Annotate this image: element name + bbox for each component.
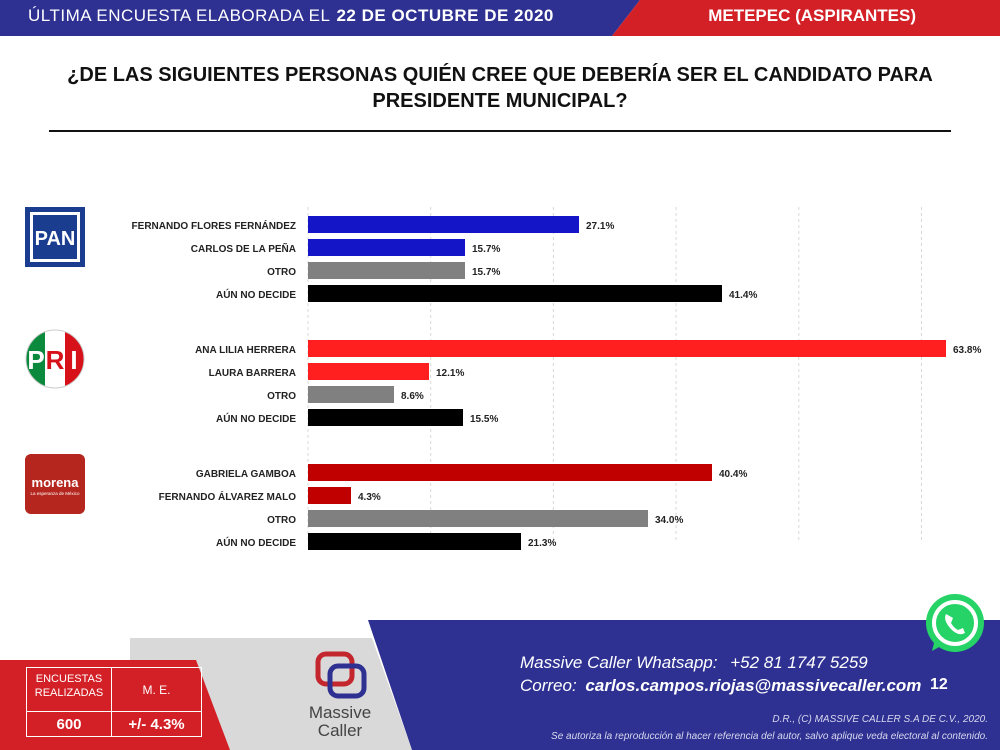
category-label: AÚN NO DECIDE (216, 536, 296, 549)
category-label: OTRO (267, 515, 296, 526)
bar (308, 285, 722, 302)
value-label: 8.6% (401, 391, 424, 402)
morena-logo-subtext: La esperanza de México (30, 491, 80, 496)
bar (308, 510, 648, 527)
me-label: M. E. (142, 683, 171, 697)
pan-logo-text: PAN (35, 228, 76, 250)
copyright: D.R., (C) MASSIVE CALLER S.A DE C.V., 20… (772, 714, 988, 725)
brand-line-1: Massive (309, 703, 371, 722)
value-label: 4.3% (358, 492, 381, 503)
title-divider (49, 130, 951, 132)
stats-divider-horizontal (27, 711, 201, 712)
surveys-value: 600 (56, 716, 82, 733)
category-label: AÚN NO DECIDE (216, 412, 296, 425)
bar (308, 409, 463, 426)
pri-logo-i: I (70, 345, 77, 375)
bar (308, 487, 351, 504)
value-label: 12.1% (436, 368, 464, 379)
value-label: 15.5% (470, 414, 498, 425)
bar (308, 340, 946, 357)
bar (308, 262, 465, 279)
reproduction-notice: Se autoriza la reproducción al hacer ref… (551, 731, 988, 742)
survey-date: 22 DE OCTUBRE DE 2020 (336, 6, 554, 25)
bar (308, 239, 465, 256)
location-label: METEPEC (ASPIRANTES) (708, 6, 916, 25)
brand-line-2: Caller (318, 721, 363, 740)
email-line: Correo: carlos.campos.riojas@massivecall… (520, 676, 921, 696)
value-label: 21.3% (528, 538, 556, 549)
value-label: 15.7% (472, 267, 500, 278)
email-address[interactable]: carlos.campos.riojas@massivecaller.com (585, 676, 922, 695)
header-bar: ÚLTIMA ENCUESTA ELABORADA EL 22 DE OCTUBR… (0, 0, 1000, 36)
value-label: 41.4% (729, 290, 757, 301)
stats-divider-vertical (111, 668, 112, 736)
whatsapp-number[interactable]: +52 81 1747 5259 (730, 653, 868, 672)
email-label: Correo: (520, 676, 577, 695)
category-label: FERNANDO FLORES FERNÁNDEZ (132, 219, 296, 232)
chart-bars: FERNANDO FLORES FERNÁNDEZ 27.1% CARLOS DE … (132, 216, 981, 550)
whatsapp-icon[interactable] (924, 593, 986, 655)
category-label: ANA LILIA HERRERA (195, 345, 296, 356)
category-label: FERNANDO ÁLVAREZ MALO (159, 490, 297, 503)
value-label: 15.7% (472, 244, 500, 255)
question-title: ¿DE LAS SIGUIENTES PERSONAS QUIÉN CREE Q… (60, 62, 940, 114)
morena-logo-text: morena (32, 475, 80, 490)
morena-logo: morena La esperanza de México (25, 454, 85, 514)
pri-logo-r: R (46, 345, 65, 375)
header-background (0, 0, 1000, 36)
massive-caller-logo: Massive Caller (309, 651, 371, 740)
category-label: GABRIELA GAMBOA (196, 469, 296, 480)
bar (308, 533, 521, 550)
value-label: 27.1% (586, 221, 614, 232)
pri-logo: P R I (25, 329, 85, 389)
value-label: 63.8% (953, 345, 981, 356)
survey-stats: ENCUESTAS REALIZADAS M. E. 600 +/- 4.3% (26, 667, 202, 737)
value-label: 34.0% (655, 515, 683, 526)
category-label: LAURA BARRERA (209, 368, 296, 379)
survey-date-prefix: ÚLTIMA ENCUESTA ELABORADA EL (28, 6, 331, 25)
me-value: +/- 4.3% (128, 716, 185, 733)
pan-logo: PAN (25, 207, 85, 267)
bar (308, 464, 712, 481)
bar (308, 386, 394, 403)
whatsapp-label: Massive Caller Whatsapp: (520, 653, 718, 672)
category-label: AÚN NO DECIDE (216, 288, 296, 301)
category-label: CARLOS DE LA PEÑA (191, 242, 296, 255)
whatsapp-line: Massive Caller Whatsapp: +52 81 1747 525… (520, 653, 868, 673)
bar (308, 363, 429, 380)
category-label: OTRO (267, 391, 296, 402)
question-line-1: ¿DE LAS SIGUIENTES PERSONAS QUIÉN CREE Q… (67, 64, 933, 86)
value-label: 40.4% (719, 469, 747, 480)
bar-chart: FERNANDO FLORES FERNÁNDEZ 27.1% CARLOS DE … (132, 207, 981, 550)
bar (308, 216, 579, 233)
category-label: OTRO (267, 267, 296, 278)
surveys-label: ENCUESTAS REALIZADAS (34, 673, 104, 699)
question-line-2: PRESIDENTE MUNICIPAL? (372, 90, 628, 112)
pri-logo-p: P (27, 345, 44, 375)
page-number: 12 (930, 676, 948, 693)
survey-date-label: ÚLTIMA ENCUESTA ELABORADA EL 22 DE OCTUBR… (28, 6, 554, 26)
